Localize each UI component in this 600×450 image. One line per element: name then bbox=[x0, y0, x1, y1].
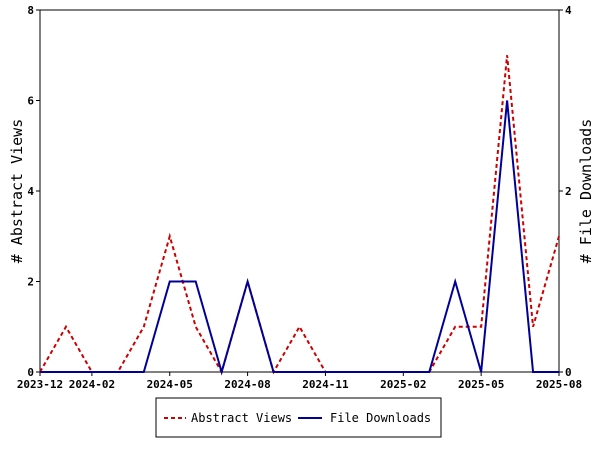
left-tick-label: 0 bbox=[27, 366, 34, 379]
legend: Abstract Views File Downloads bbox=[155, 397, 442, 438]
x-tick-label: 2025-02 bbox=[380, 378, 426, 391]
legend-label-abstract-views: Abstract Views bbox=[191, 411, 292, 425]
left-tick-label: 6 bbox=[27, 95, 34, 108]
right-tick-label: 0 bbox=[565, 366, 572, 379]
x-axis: 2023-12 2024-02 2024-05 2024-08 2024-11 2025-… bbox=[17, 372, 582, 391]
x-tick-label: 2024-11 bbox=[302, 378, 349, 391]
x-tick-label: 2024-05 bbox=[147, 378, 193, 391]
right-tick-label: 4 bbox=[565, 4, 572, 17]
plot-area bbox=[39, 9, 560, 373]
x-tick-label: 2024-02 bbox=[69, 378, 115, 391]
left-tick-label: 4 bbox=[27, 185, 34, 198]
y-axis-title-right: # File Downloads bbox=[577, 119, 595, 264]
left-axis: 0 2 4 6 8 bbox=[27, 4, 40, 379]
x-tick-label: 2023-12 bbox=[17, 378, 63, 391]
left-tick-label: 8 bbox=[27, 4, 34, 17]
series-layer bbox=[39, 55, 560, 376]
left-tick-label: 2 bbox=[27, 276, 34, 289]
right-axis: 0 2 4 bbox=[559, 4, 572, 379]
x-tick-label: 2025-05 bbox=[458, 378, 504, 391]
right-tick-label: 2 bbox=[565, 185, 572, 198]
series-line-abstract-views bbox=[39, 55, 560, 375]
x-tick-label: 2024-08 bbox=[224, 378, 270, 391]
series-line-file-downloads bbox=[40, 100, 559, 376]
x-tick-label: 2025-08 bbox=[536, 378, 582, 391]
y-axis-title-left: # Abstract Views bbox=[8, 119, 26, 264]
legend-label-file-downloads: File Downloads bbox=[330, 411, 431, 425]
